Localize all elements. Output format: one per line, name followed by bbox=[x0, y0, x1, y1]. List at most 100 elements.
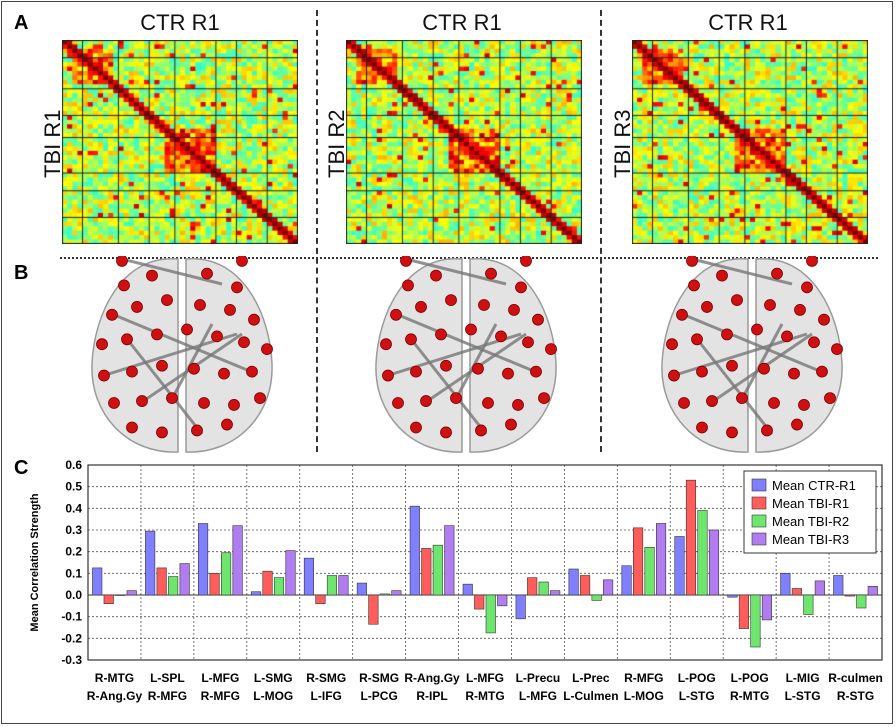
bar-0-0 bbox=[92, 567, 103, 596]
bar-1-13 bbox=[791, 588, 802, 596]
panel-label-c: C bbox=[14, 457, 29, 479]
brain-2 bbox=[375, 256, 557, 453]
category-label: L-SPL bbox=[150, 671, 185, 685]
bar-0-7 bbox=[462, 583, 473, 596]
y-axis-label: Mean Correlation Strength bbox=[29, 493, 41, 631]
category-label: L-POG bbox=[731, 671, 769, 685]
category-label: L-MFG bbox=[519, 689, 557, 703]
bar-2-6 bbox=[432, 544, 443, 596]
bar-0-2 bbox=[198, 523, 209, 596]
bar-3-10 bbox=[655, 523, 667, 596]
bar-1-8 bbox=[527, 577, 538, 596]
bar-0-8 bbox=[515, 594, 526, 620]
plot-frame bbox=[87, 464, 883, 661]
bar-2-13 bbox=[803, 594, 814, 615]
category-label: L-PCG bbox=[360, 689, 397, 703]
bar-3-2 bbox=[232, 525, 243, 596]
bar-3-8 bbox=[550, 590, 561, 596]
legend-swatch bbox=[751, 478, 767, 492]
bar-0-3 bbox=[250, 591, 262, 596]
bar-1-2 bbox=[209, 573, 220, 596]
legend-swatch bbox=[751, 532, 767, 546]
category-label: R-MFG bbox=[148, 689, 187, 703]
bar-0-12 bbox=[727, 594, 738, 598]
bar-2-7 bbox=[485, 594, 496, 634]
bar-1-5 bbox=[368, 594, 379, 625]
bar-1-14 bbox=[844, 594, 855, 597]
bar-2-14 bbox=[856, 594, 867, 609]
category-label: R-IPL bbox=[416, 689, 447, 703]
bar-2-8 bbox=[538, 581, 549, 596]
bar-1-12 bbox=[738, 594, 749, 629]
bar-3-6 bbox=[444, 525, 455, 596]
divider-right bbox=[600, 10, 602, 452]
matrix-3-title: CTR R1 bbox=[708, 10, 788, 35]
y-tick-label: 0.1 bbox=[65, 566, 82, 580]
bar-2-4 bbox=[326, 575, 338, 596]
category-label: R-STG bbox=[837, 689, 874, 703]
bar-chart: 0.6 0.5 0.4 0.3 0.2 0.1 0.0 -0.1 -0.2 -0.3 R-MTG R-… bbox=[29, 458, 883, 703]
category-label: R-MTG bbox=[465, 689, 504, 703]
category-label: R-SMG bbox=[359, 671, 399, 685]
category-label: L-STG bbox=[679, 689, 715, 703]
y-tick-label: -0.2 bbox=[61, 631, 82, 645]
divider-horizontal bbox=[60, 257, 878, 259]
category-label: R-Ang.Gy bbox=[404, 671, 460, 685]
bar-0-5 bbox=[356, 582, 367, 596]
category-label: L-IFG bbox=[311, 689, 342, 703]
bar-3-13 bbox=[814, 580, 825, 596]
y-tick-label: 0.4 bbox=[65, 501, 82, 515]
bar-3-1 bbox=[179, 563, 190, 596]
bar-3-12 bbox=[761, 594, 772, 621]
category-label: R-Ang.Gy bbox=[87, 689, 143, 703]
bar-2-1 bbox=[168, 576, 179, 596]
legend-entry: Mean CTR-R1 bbox=[772, 478, 856, 493]
bar-1-7 bbox=[474, 594, 485, 610]
category-label: L-MOG bbox=[624, 689, 664, 703]
category-label: R-MFG bbox=[201, 689, 240, 703]
category-label: R-culmen bbox=[828, 671, 883, 685]
bar-0-14 bbox=[833, 575, 844, 596]
bar-3-7 bbox=[497, 594, 508, 607]
category-label: L-Prec bbox=[572, 671, 610, 685]
bar-1-4 bbox=[315, 594, 326, 604]
matrix-1-title: CTR R1 bbox=[140, 10, 220, 35]
panel-label-b: B bbox=[14, 262, 29, 284]
bar-1-10 bbox=[632, 527, 644, 596]
category-label: L-MOG bbox=[253, 689, 293, 703]
bar-0-4 bbox=[303, 557, 315, 596]
bar-2-9 bbox=[591, 594, 602, 601]
category-label: L-STG bbox=[785, 689, 821, 703]
legend-swatch bbox=[751, 496, 767, 510]
brain-3 bbox=[661, 256, 843, 453]
category-label: R-SMG bbox=[306, 671, 346, 685]
bar-2-10 bbox=[644, 547, 655, 596]
legend-entry: Mean TBI-R1 bbox=[772, 496, 849, 511]
bar-0-13 bbox=[780, 573, 791, 596]
bar-2-12 bbox=[750, 594, 761, 648]
y-tick-label: -0.1 bbox=[61, 610, 82, 624]
bar-0-11 bbox=[674, 536, 685, 596]
category-label: L-SMG bbox=[254, 671, 293, 685]
bar-1-3 bbox=[262, 570, 273, 596]
bar-3-14 bbox=[867, 586, 878, 596]
bar-0-10 bbox=[621, 565, 632, 596]
bar-1-9 bbox=[580, 575, 591, 596]
bar-0-6 bbox=[409, 505, 420, 596]
brain-1 bbox=[91, 256, 273, 453]
y-tick-label: 0.0 bbox=[65, 588, 82, 602]
bar-3-4 bbox=[338, 575, 349, 596]
category-label: L-POG bbox=[678, 671, 716, 685]
bar-3-0 bbox=[126, 590, 137, 596]
bar-3-5 bbox=[391, 590, 402, 596]
y-tick-label: -0.3 bbox=[61, 653, 82, 667]
bar-3-9 bbox=[603, 579, 614, 596]
correlation-matrix-2 bbox=[346, 40, 582, 244]
bar-2-11 bbox=[697, 510, 708, 596]
y-tick-label: 0.3 bbox=[65, 523, 82, 537]
category-label: L-MFG bbox=[466, 671, 504, 685]
bar-0-9 bbox=[568, 568, 579, 596]
divider-left bbox=[316, 10, 318, 452]
bar-3-3 bbox=[285, 550, 296, 596]
